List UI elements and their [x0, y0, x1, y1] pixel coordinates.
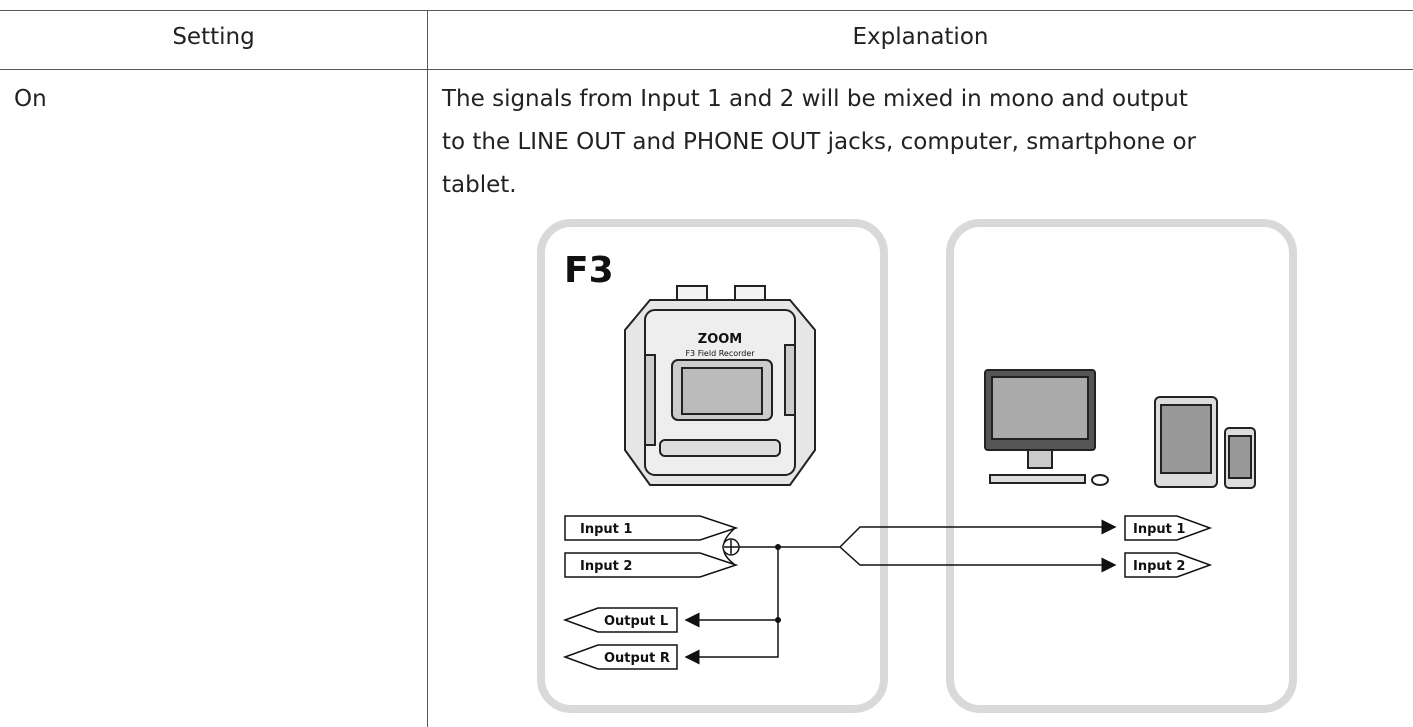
device-model: F3 Field Recorder: [685, 349, 755, 358]
explanation-line: tablet.: [442, 172, 517, 198]
device-brand: ZOOM: [698, 332, 742, 347]
port-label: Output L: [604, 614, 668, 629]
device-label: F3: [564, 250, 614, 291]
header-cell: Explanation: [852, 24, 989, 50]
explanation-line: The signals from Input 1 and 2 will be m…: [442, 86, 1188, 112]
device-panel: [537, 219, 888, 713]
port-label: Input 2: [580, 559, 632, 574]
recorder-illustration: [624, 285, 816, 486]
header-rule: [0, 69, 1413, 70]
header-cell: Setting: [172, 24, 255, 50]
column-divider: [427, 10, 428, 727]
port-label: Input 2: [1133, 559, 1185, 574]
port-label: Output R: [604, 651, 670, 666]
table-top-rule: [0, 10, 1413, 11]
setting-cell: On: [14, 86, 47, 112]
host-panel: [946, 219, 1297, 713]
port-label: Input 1: [1133, 522, 1185, 537]
explanation-line: to the LINE OUT and PHONE OUT jacks, com…: [442, 129, 1196, 155]
computer-illustration: [984, 369, 1256, 489]
port-label: Input 1: [580, 522, 632, 537]
signal-lines: [684, 519, 1117, 665]
